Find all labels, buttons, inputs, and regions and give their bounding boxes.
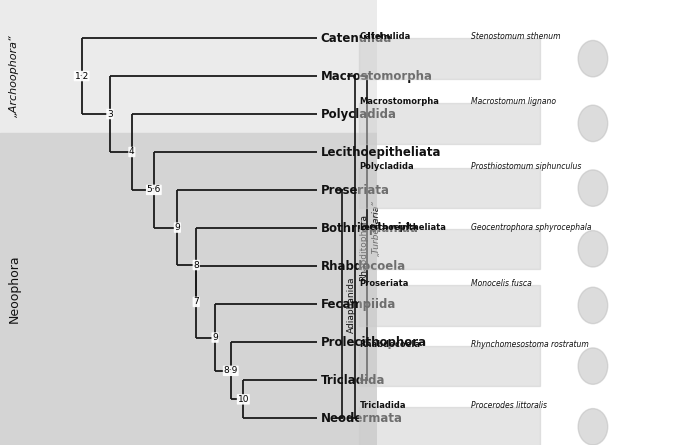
Text: Rhabdocoela: Rhabdocoela: [360, 340, 421, 349]
Bar: [360, 346, 540, 386]
Circle shape: [578, 231, 608, 267]
Text: Lecithoepitheliata: Lecithoepitheliata: [321, 146, 441, 158]
Bar: [360, 407, 540, 445]
Circle shape: [578, 348, 608, 384]
Text: 9: 9: [175, 223, 180, 232]
Text: Stenostomum sthenum: Stenostomum sthenum: [471, 32, 561, 41]
Text: Tricladida: Tricladida: [360, 400, 406, 409]
Text: Polycladida: Polycladida: [321, 108, 397, 121]
Text: Monocelis fusca: Monocelis fusca: [471, 279, 532, 288]
Circle shape: [578, 287, 608, 324]
Text: 4: 4: [129, 147, 135, 157]
Bar: [0, 0, 377, 133]
Text: Procerodes littoralis: Procerodes littoralis: [471, 400, 547, 409]
Text: Polycladida: Polycladida: [360, 162, 414, 171]
Text: 8: 8: [193, 261, 199, 270]
Text: 7: 7: [193, 297, 199, 307]
Text: Bothrioplanida: Bothrioplanida: [321, 222, 419, 235]
Text: Adiaphanida: Adiaphanida: [347, 276, 356, 332]
Text: Macrostomum lignano: Macrostomum lignano: [471, 97, 556, 106]
Text: Rhabditophora: Rhabditophora: [360, 214, 369, 281]
Text: Macrostomorpha: Macrostomorpha: [321, 69, 433, 83]
Text: Neoophora: Neoophora: [8, 255, 21, 324]
Text: Proseriata: Proseriata: [321, 184, 390, 197]
Bar: [360, 103, 540, 144]
Text: „Turbellaria“: „Turbellaria“: [372, 200, 381, 256]
Text: Proseriata: Proseriata: [360, 279, 409, 288]
Text: Geocentrophora sphyrocephala: Geocentrophora sphyrocephala: [471, 222, 592, 231]
Text: 10: 10: [238, 395, 249, 404]
Text: Macrostomorpha: Macrostomorpha: [360, 97, 439, 106]
Text: Lecithoepitheliata: Lecithoepitheliata: [360, 222, 447, 231]
Bar: [0, 133, 377, 445]
Circle shape: [578, 105, 608, 142]
Text: Prolecithophora: Prolecithophora: [321, 336, 427, 349]
Text: Prosthiostomum siphunculus: Prosthiostomum siphunculus: [471, 162, 582, 171]
Text: Tricladida: Tricladida: [321, 374, 386, 387]
Text: Rhabdocoela: Rhabdocoela: [321, 260, 406, 273]
Text: 8·9: 8·9: [223, 366, 238, 375]
Text: 3: 3: [107, 109, 113, 118]
Text: 5·6: 5·6: [147, 186, 161, 194]
Text: „Archoophora“: „Archoophora“: [9, 35, 19, 117]
Circle shape: [578, 40, 608, 77]
Text: Fecampiida: Fecampiida: [321, 298, 396, 311]
Text: Catenulida: Catenulida: [321, 32, 393, 44]
Text: Neodermata: Neodermata: [321, 412, 403, 425]
Bar: [360, 38, 540, 79]
Bar: [360, 285, 540, 326]
Bar: [360, 229, 540, 269]
Text: Catenulida: Catenulida: [360, 32, 411, 41]
Text: 9: 9: [212, 333, 218, 342]
Text: Rhynchomesostoma rostratum: Rhynchomesostoma rostratum: [471, 340, 589, 349]
Text: 1·2: 1·2: [75, 72, 89, 81]
Bar: [360, 168, 540, 208]
Circle shape: [578, 170, 608, 206]
Circle shape: [578, 409, 608, 445]
